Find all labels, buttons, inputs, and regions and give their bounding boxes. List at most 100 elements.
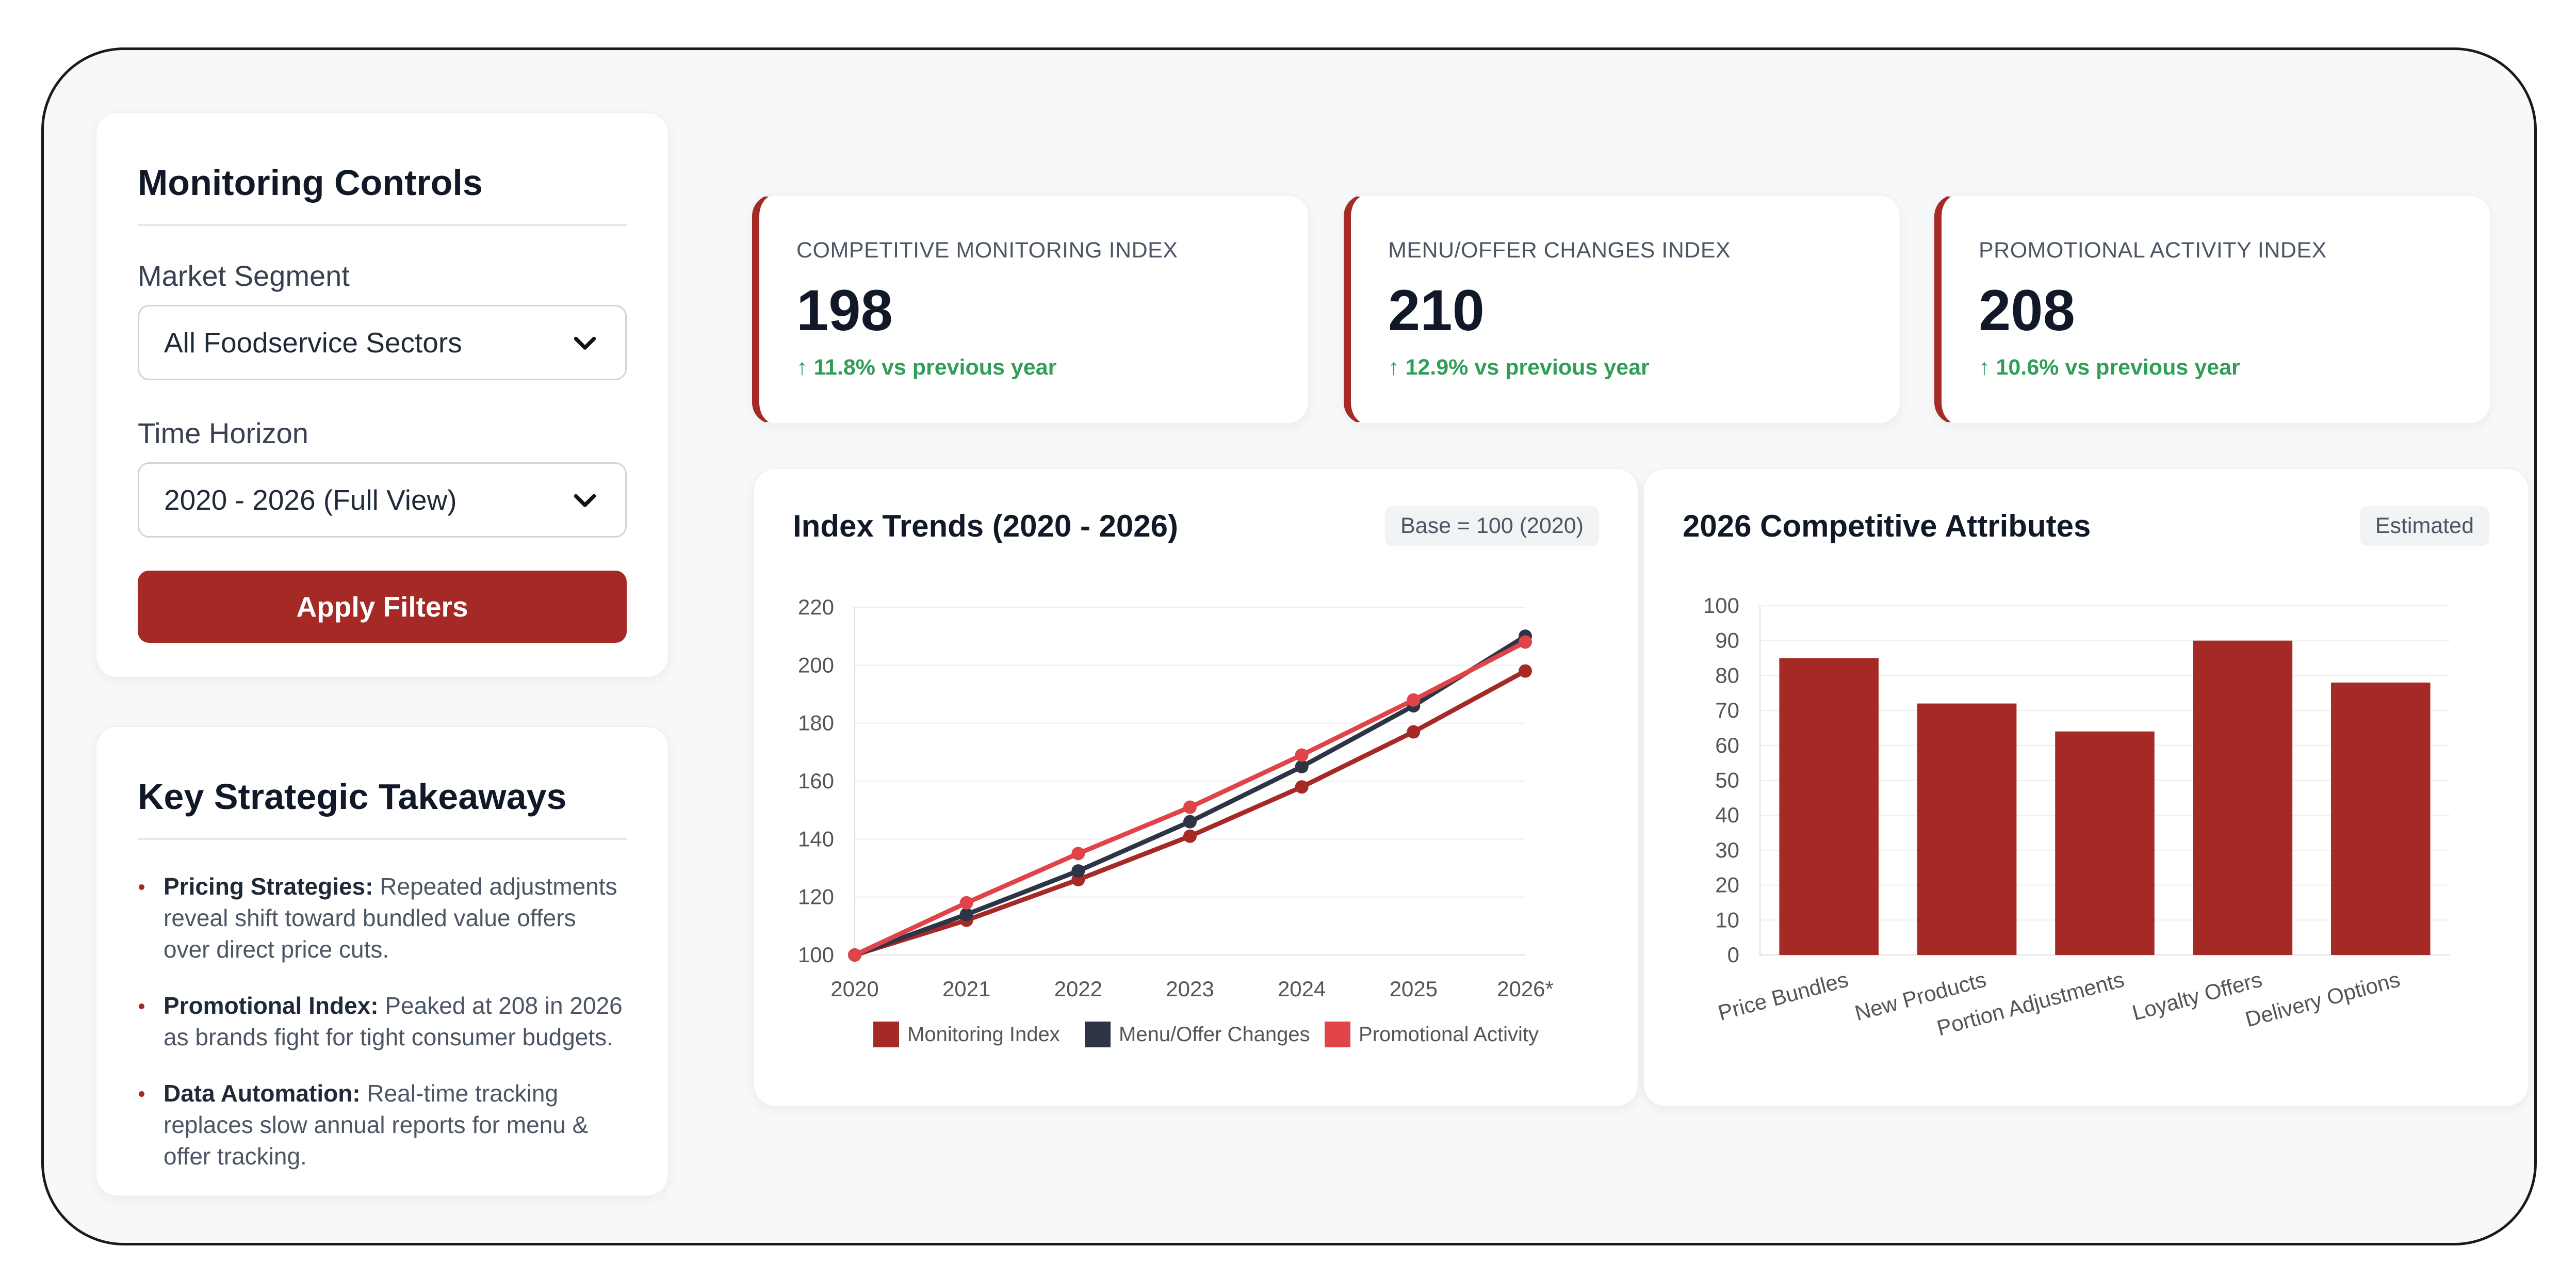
list-item: Data Automation: Real-time tracking repl…: [138, 1078, 627, 1172]
x-tick-label: 2022: [1054, 977, 1102, 1001]
y-tick-label: 200: [798, 653, 834, 677]
competitive-attributes-header: 2026 Competitive Attributes Estimated: [1683, 506, 2489, 546]
competitive-attributes-title: 2026 Competitive Attributes: [1683, 509, 2091, 543]
x-tick-label: Price Bundles: [1716, 967, 1851, 1025]
market-segment-value: All Foodservice Sectors: [164, 327, 462, 359]
legend-label: Promotional Activity: [1359, 1023, 1539, 1046]
data-point: [1183, 815, 1197, 829]
data-point: [1071, 847, 1085, 861]
index-trends-title: Index Trends (2020 - 2026): [793, 509, 1179, 543]
y-tick-label: 220: [798, 595, 834, 619]
y-tick-label: 120: [798, 885, 834, 909]
y-tick-label: 10: [1715, 908, 1739, 932]
data-point: [848, 948, 861, 962]
legend-label: Monitoring Index: [907, 1023, 1060, 1046]
kpi-delta: ↑ 12.9% vs previous year: [1388, 355, 1650, 380]
legend-label: Menu/Offer Changes: [1119, 1023, 1310, 1046]
kpi-card-monitoring: Competitive Monitoring Index 198 ↑ 11.8%…: [752, 195, 1309, 424]
x-tick-label: 2021: [942, 977, 990, 1001]
data-point: [1183, 800, 1197, 814]
series-line: [854, 640, 1527, 958]
y-tick-label: 140: [798, 827, 834, 851]
monitoring-controls-panel: Monitoring Controls Market Segment All F…: [95, 112, 669, 678]
kpi-delta: ↑ 11.8% vs previous year: [796, 355, 1057, 380]
x-tick-label: 2024: [1278, 977, 1326, 1001]
y-tick-label: 50: [1715, 768, 1739, 792]
estimated-badge: Estimated: [2359, 506, 2489, 546]
kpi-card-menu-offer: Menu/Offer Changes Index 210 ↑ 12.9% vs …: [1344, 195, 1901, 424]
x-tick-label: 2026*: [1497, 977, 1554, 1001]
y-tick-label: 30: [1715, 838, 1739, 862]
x-tick-label: 2020: [830, 977, 878, 1001]
segment-label: Market Segment: [138, 260, 350, 292]
legend-swatch: [1325, 1022, 1350, 1047]
y-tick-label: 40: [1715, 803, 1739, 827]
x-tick-label: 2025: [1390, 977, 1438, 1001]
apply-filters-button[interactable]: Apply Filters: [138, 571, 627, 643]
x-tick-label: 2023: [1166, 977, 1214, 1001]
base-badge: Base = 100 (2020): [1384, 506, 1599, 546]
takeaway-text: Real-time tracking replaces slow annual …: [164, 1080, 589, 1170]
takeaway-heading: Data Automation:: [164, 1080, 361, 1107]
data-point: [1295, 759, 1309, 773]
y-tick-label: 70: [1715, 698, 1739, 722]
legend-swatch: [1085, 1022, 1111, 1047]
data-point: [1295, 748, 1309, 762]
takeaways-title: Key Strategic Takeaways: [138, 727, 627, 840]
data-point: [1183, 829, 1197, 843]
kpi-label: Competitive Monitoring Index: [796, 238, 1178, 263]
index-trends-header: Index Trends (2020 - 2026) Base = 100 (2…: [793, 506, 1599, 546]
data-point: [1519, 664, 1532, 678]
kpi-card-promotional: Promotional Activity Index 208 ↑ 10.6% v…: [1934, 195, 2491, 424]
list-item: Promotional Index: Peaked at 208 in 2026…: [138, 990, 627, 1053]
data-point: [1407, 725, 1421, 739]
bar: [2055, 731, 2155, 955]
index-trends-chart: 100 120 140 160 180 200 220 2020 2021 2022 2023 202…: [798, 595, 1554, 1047]
horizon-label: Time Horizon: [138, 417, 308, 449]
takeaway-text: Peaked at 208 in 2026 as brands fight fo…: [164, 992, 623, 1050]
y-tick-label: 100: [798, 943, 834, 967]
y-tick-label: 100: [1703, 593, 1739, 618]
x-tick-label: Delivery Options: [2243, 967, 2403, 1031]
time-horizon-value: 2020 - 2026 (Full View): [164, 484, 457, 516]
y-tick-label: 90: [1715, 628, 1739, 653]
y-tick-label: 160: [798, 769, 834, 793]
chevron-down-icon: [574, 494, 596, 507]
kpi-value: 198: [796, 278, 893, 343]
kpi-label: Promotional Activity Index: [1979, 238, 2327, 263]
takeaways-panel: Key Strategic Takeaways Pricing Strategi…: [95, 726, 669, 1196]
dashboard-frame: Monitoring Controls Market Segment All F…: [41, 47, 2537, 1245]
market-segment-select[interactable]: All Foodservice Sectors: [138, 305, 627, 380]
data-point: [959, 896, 973, 910]
takeaway-heading: Pricing Strategies:: [164, 873, 373, 900]
data-point: [959, 908, 973, 921]
chevron-down-icon: [574, 336, 596, 350]
y-tick-label: 0: [1727, 943, 1739, 967]
takeaway-heading: Promotional Index:: [164, 992, 379, 1019]
data-point: [1519, 635, 1532, 649]
y-tick-label: 80: [1715, 663, 1739, 687]
list-item: Pricing Strategies: Repeated adjustments…: [138, 871, 627, 965]
index-trends-card: 100 120 140 160 180 200 220 2020 2021 2022 2023 202…: [753, 468, 1639, 1107]
kpi-label: Menu/Offer Changes Index: [1388, 238, 1731, 263]
data-point: [1295, 780, 1309, 794]
takeaway-text: Repeated adjustments reveal shift toward…: [164, 873, 617, 963]
y-tick-label: 60: [1715, 733, 1739, 757]
competitive-attributes-card: 0 10 20 30 40 50 60 70 80 90 100 Price Bundles New P…: [1643, 468, 2529, 1107]
kpi-delta: ↑ 10.6% vs previous year: [1979, 355, 2240, 380]
legend-swatch: [873, 1022, 899, 1047]
kpi-value: 208: [1979, 278, 2075, 343]
data-point: [1071, 864, 1085, 878]
bar: [2193, 640, 2293, 955]
y-tick-label: 20: [1715, 873, 1739, 897]
bar: [1779, 658, 1879, 955]
controls-title: Monitoring Controls: [138, 113, 627, 226]
y-tick-label: 180: [798, 711, 834, 735]
kpi-value: 210: [1388, 278, 1485, 343]
x-tick-label: Loyalty Offers: [2130, 967, 2265, 1025]
takeaways-list: Pricing Strategies: Repeated adjustments…: [138, 871, 627, 1172]
data-point: [1407, 693, 1421, 707]
bar: [1917, 703, 2017, 955]
time-horizon-select[interactable]: 2020 - 2026 (Full View): [138, 462, 627, 538]
